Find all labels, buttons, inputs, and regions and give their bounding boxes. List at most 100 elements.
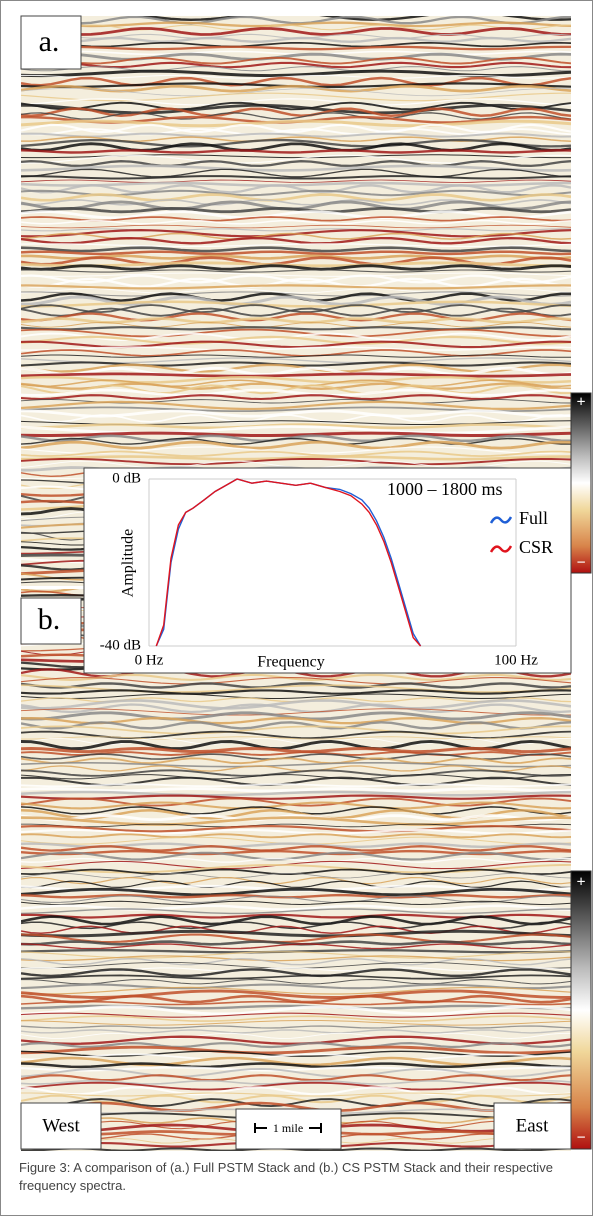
reflector xyxy=(21,762,571,768)
reflector xyxy=(21,725,571,735)
reflector xyxy=(21,1050,571,1057)
reflector xyxy=(21,372,571,378)
reflector xyxy=(21,437,571,445)
reflector xyxy=(21,36,571,44)
reflector xyxy=(21,354,571,358)
reflector xyxy=(21,272,571,277)
svg-text:+: + xyxy=(576,394,585,411)
reflector xyxy=(21,291,571,297)
reflector xyxy=(21,703,571,714)
reflector xyxy=(21,895,571,904)
reflector xyxy=(21,968,571,978)
reflector xyxy=(21,967,571,972)
reflector xyxy=(21,790,571,797)
reflector xyxy=(21,423,571,430)
y-tick-label: 0 dB xyxy=(112,470,141,486)
reflector xyxy=(21,366,571,377)
reflector xyxy=(21,181,571,187)
reflector xyxy=(21,274,571,284)
reflector xyxy=(21,219,571,225)
reflector xyxy=(21,21,571,28)
reflector xyxy=(21,103,571,115)
reflector xyxy=(21,236,571,245)
spectrum-line xyxy=(155,478,422,647)
reflector xyxy=(21,160,571,168)
reflector xyxy=(21,693,571,700)
reflector xyxy=(21,440,571,450)
reflector xyxy=(21,246,571,253)
reflector xyxy=(21,228,571,232)
reflector xyxy=(21,264,571,271)
reflector xyxy=(21,101,571,111)
reflector xyxy=(21,243,571,248)
panel-label: a. xyxy=(39,25,60,58)
reflector xyxy=(21,682,571,689)
reflector xyxy=(21,184,571,194)
reflector xyxy=(21,210,571,220)
x-tick-label: 0 Hz xyxy=(135,652,164,668)
reflector xyxy=(21,816,571,826)
reflector xyxy=(21,974,571,980)
reflector xyxy=(21,1086,571,1096)
legend-swatch xyxy=(489,516,513,524)
reflector xyxy=(21,56,571,65)
reflector xyxy=(21,986,571,995)
reflector xyxy=(21,65,571,72)
reflector xyxy=(21,736,571,740)
reflector xyxy=(21,677,571,685)
reflector xyxy=(21,284,571,290)
reflector xyxy=(21,1025,571,1029)
reflector xyxy=(21,74,571,79)
svg-text:−: − xyxy=(576,555,585,572)
reflector xyxy=(21,98,571,106)
reflector xyxy=(21,689,571,695)
colorbar: + − + − xyxy=(570,392,592,1150)
reflector xyxy=(21,27,571,36)
x-axis-label: Frequency xyxy=(257,654,325,671)
reflector xyxy=(21,751,571,756)
svg-text:−: − xyxy=(576,1130,585,1147)
reflector xyxy=(21,388,571,397)
reflector xyxy=(21,1062,571,1069)
reflector xyxy=(21,346,571,351)
reflector xyxy=(21,216,571,222)
reflector xyxy=(21,943,571,950)
reflector xyxy=(21,142,571,152)
reflector xyxy=(21,880,571,889)
reflector xyxy=(21,1015,571,1022)
reflector xyxy=(21,455,571,461)
reflector xyxy=(21,1012,571,1018)
reflector xyxy=(21,450,571,458)
reflector xyxy=(21,851,571,861)
caption: Figure 3: A comparison of (a.) Full PSTM… xyxy=(19,1160,553,1193)
reflector xyxy=(21,787,571,793)
reflector xyxy=(21,933,571,944)
reflector xyxy=(21,335,571,345)
reflector xyxy=(21,431,571,437)
legend-label: Full xyxy=(519,508,548,528)
scale-box xyxy=(235,1108,342,1150)
reflector xyxy=(21,16,571,25)
x-tick-label: 100 Hz xyxy=(494,652,538,668)
reflector xyxy=(21,1032,571,1039)
reflector xyxy=(21,876,571,885)
reflector xyxy=(21,872,571,879)
y-tick-label: -40 dB xyxy=(100,637,141,653)
label-box xyxy=(493,1102,572,1150)
reflector xyxy=(21,994,571,1004)
scale-label: 1 mile xyxy=(273,1121,303,1135)
reflector xyxy=(21,1045,571,1055)
reflector xyxy=(21,414,571,423)
reflector xyxy=(21,845,571,852)
reflector xyxy=(21,794,571,800)
reflector xyxy=(21,1020,571,1026)
annotation: 1000 – 1800 ms xyxy=(387,479,503,499)
reflector xyxy=(21,193,571,202)
reflector xyxy=(21,277,571,288)
reflector xyxy=(21,138,571,148)
reflector xyxy=(21,801,571,810)
reflector xyxy=(21,394,571,401)
reflector xyxy=(21,757,571,765)
reflector xyxy=(21,384,571,395)
